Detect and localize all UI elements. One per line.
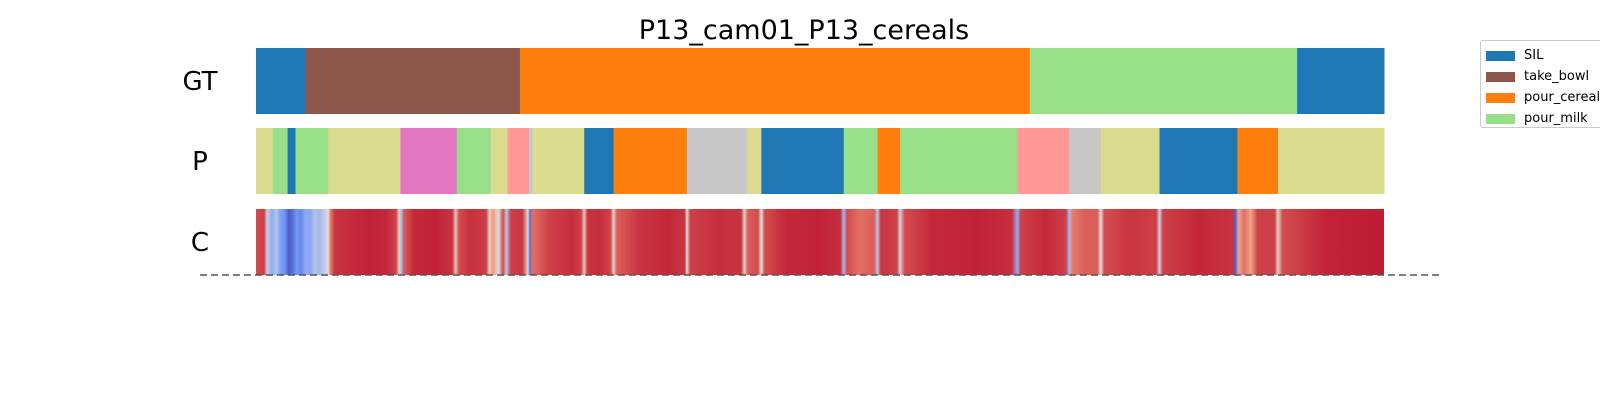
legend-item-pour-milk: pour_milk — [1481, 108, 1600, 127]
legend-swatch-pour-cereals — [1486, 92, 1515, 103]
segment-p-13 — [686, 128, 748, 194]
segment-p-0 — [256, 128, 274, 194]
segment-p-2 — [287, 128, 296, 194]
row-c: C — [191, 209, 1384, 275]
rows-layer: GT P C — [182, 48, 1385, 275]
segment-p-16 — [843, 128, 879, 194]
segment-gt-2 — [519, 48, 1031, 114]
segment-p-5 — [400, 128, 458, 194]
segment-p-22 — [1159, 128, 1238, 194]
segment-p-21 — [1100, 128, 1161, 194]
segment-p-6 — [456, 128, 492, 194]
segment-p-20 — [1069, 128, 1102, 194]
legend-item-pour-cereals: pour_cereals — [1481, 87, 1600, 108]
segment-p-9 — [528, 128, 533, 194]
legend-swatch-sil — [1486, 50, 1515, 61]
segment-gt-0 — [256, 48, 307, 114]
legend-swatch-take-bowl — [1486, 71, 1515, 82]
row-p: P — [192, 128, 1385, 194]
segment-p-8 — [507, 128, 530, 194]
legend-item-sil: SIL — [1481, 45, 1600, 66]
legend: SIL take_bowl pour_cereals pour_milk — [1480, 40, 1600, 128]
row-label-p: P — [192, 147, 208, 177]
segment-p-18 — [900, 128, 1018, 194]
segment-p-12 — [613, 128, 688, 194]
row-label-gt: GT — [182, 67, 217, 97]
legend-label-sil: SIL — [1524, 48, 1544, 63]
row-gt: GT — [182, 48, 1385, 114]
segment-p-24 — [1277, 128, 1385, 194]
confidence-strip — [256, 209, 1384, 275]
segment-gt-4 — [1297, 48, 1385, 114]
legend-item-take-bowl: take_bowl — [1481, 66, 1600, 87]
segment-p-19 — [1017, 128, 1070, 194]
row-label-c: C — [191, 228, 209, 258]
segment-p-14 — [746, 128, 762, 194]
segment-p-17 — [877, 128, 901, 194]
segment-p-1 — [272, 128, 289, 194]
segment-gt-1 — [305, 48, 521, 114]
segment-p-3 — [295, 128, 329, 194]
segment-p-11 — [584, 128, 615, 194]
segment-p-7 — [490, 128, 509, 194]
segment-p-4 — [328, 128, 401, 194]
legend-label-pour-cereals: pour_cereals — [1524, 90, 1600, 105]
legend-label-pour-milk: pour_milk — [1524, 111, 1588, 126]
legend-swatch-pour-milk — [1486, 113, 1515, 124]
legend-label-take-bowl: take_bowl — [1524, 69, 1590, 84]
segment-gt-3 — [1029, 48, 1298, 114]
segment-p-23 — [1237, 128, 1279, 194]
segment-p-15 — [761, 128, 845, 194]
chart-title: P13_cam01_P13_cereals — [639, 15, 970, 46]
segment-p-10 — [532, 128, 585, 194]
